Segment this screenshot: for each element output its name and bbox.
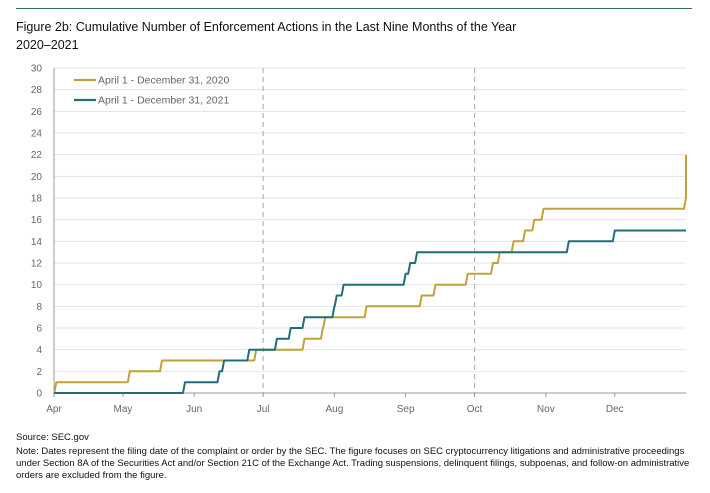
series-line-2020 bbox=[53, 154, 687, 394]
y-tick-label-8: 8 bbox=[36, 302, 42, 313]
x-tick-label-dec: Dec bbox=[606, 404, 624, 415]
x-tick-label-sep: Sep bbox=[397, 404, 415, 415]
y-tick-label-0: 0 bbox=[36, 389, 42, 400]
y-tick-label-26: 26 bbox=[31, 107, 43, 118]
series-lines bbox=[53, 154, 687, 394]
y-tick-label-22: 22 bbox=[31, 150, 43, 161]
y-tick-label-28: 28 bbox=[31, 85, 43, 96]
series-line-2021 bbox=[54, 229, 686, 394]
y-tick-label-18: 18 bbox=[31, 194, 43, 205]
x-tick-label-oct: Oct bbox=[467, 404, 483, 415]
y-tick-label-6: 6 bbox=[36, 324, 42, 335]
y-tick-label-24: 24 bbox=[31, 129, 43, 140]
x-tick-label-jun: Jun bbox=[186, 404, 202, 415]
y-tick-label-10: 10 bbox=[31, 280, 43, 291]
y-tick-label-16: 16 bbox=[31, 215, 43, 226]
y-tick-label-20: 20 bbox=[31, 172, 43, 183]
legend: April 1 - December 31, 2020 April 1 - Dec… bbox=[74, 75, 229, 107]
figure-title-line2: 2020–2021 bbox=[16, 38, 79, 52]
x-tick-label-jul: Jul bbox=[257, 404, 270, 415]
legend-label-2021: April 1 - December 31, 2021 bbox=[98, 95, 229, 107]
x-tick-label-apr: Apr bbox=[46, 404, 62, 415]
top-rule bbox=[16, 8, 692, 9]
y-tick-label-14: 14 bbox=[31, 237, 43, 248]
source-note: Source: SEC.gov bbox=[16, 432, 89, 443]
x-tick-labels: Apr May Jun Jul Aug Sep Oct Nov Dec bbox=[46, 404, 623, 415]
y-tick-label-2: 2 bbox=[36, 367, 42, 378]
axes bbox=[53, 68, 686, 397]
figure-title: Figure 2b: Cumulative Number of Enforcem… bbox=[16, 18, 516, 54]
reference-lines bbox=[262, 68, 476, 393]
x-tick-label-aug: Aug bbox=[325, 404, 343, 415]
y-tick-label-12: 12 bbox=[31, 259, 43, 270]
figure-title-line1: Figure 2b: Cumulative Number of Enforcem… bbox=[16, 20, 517, 34]
x-tick-label-nov: Nov bbox=[537, 404, 555, 415]
legend-label-2020: April 1 - December 31, 2020 bbox=[98, 75, 229, 87]
footnote: Note: Dates represent the filing date of… bbox=[16, 446, 690, 481]
x-tick-label-may: May bbox=[113, 404, 132, 415]
y-tick-label-4: 4 bbox=[36, 345, 42, 356]
grid bbox=[54, 67, 686, 372]
y-tick-label-30: 30 bbox=[31, 64, 43, 75]
